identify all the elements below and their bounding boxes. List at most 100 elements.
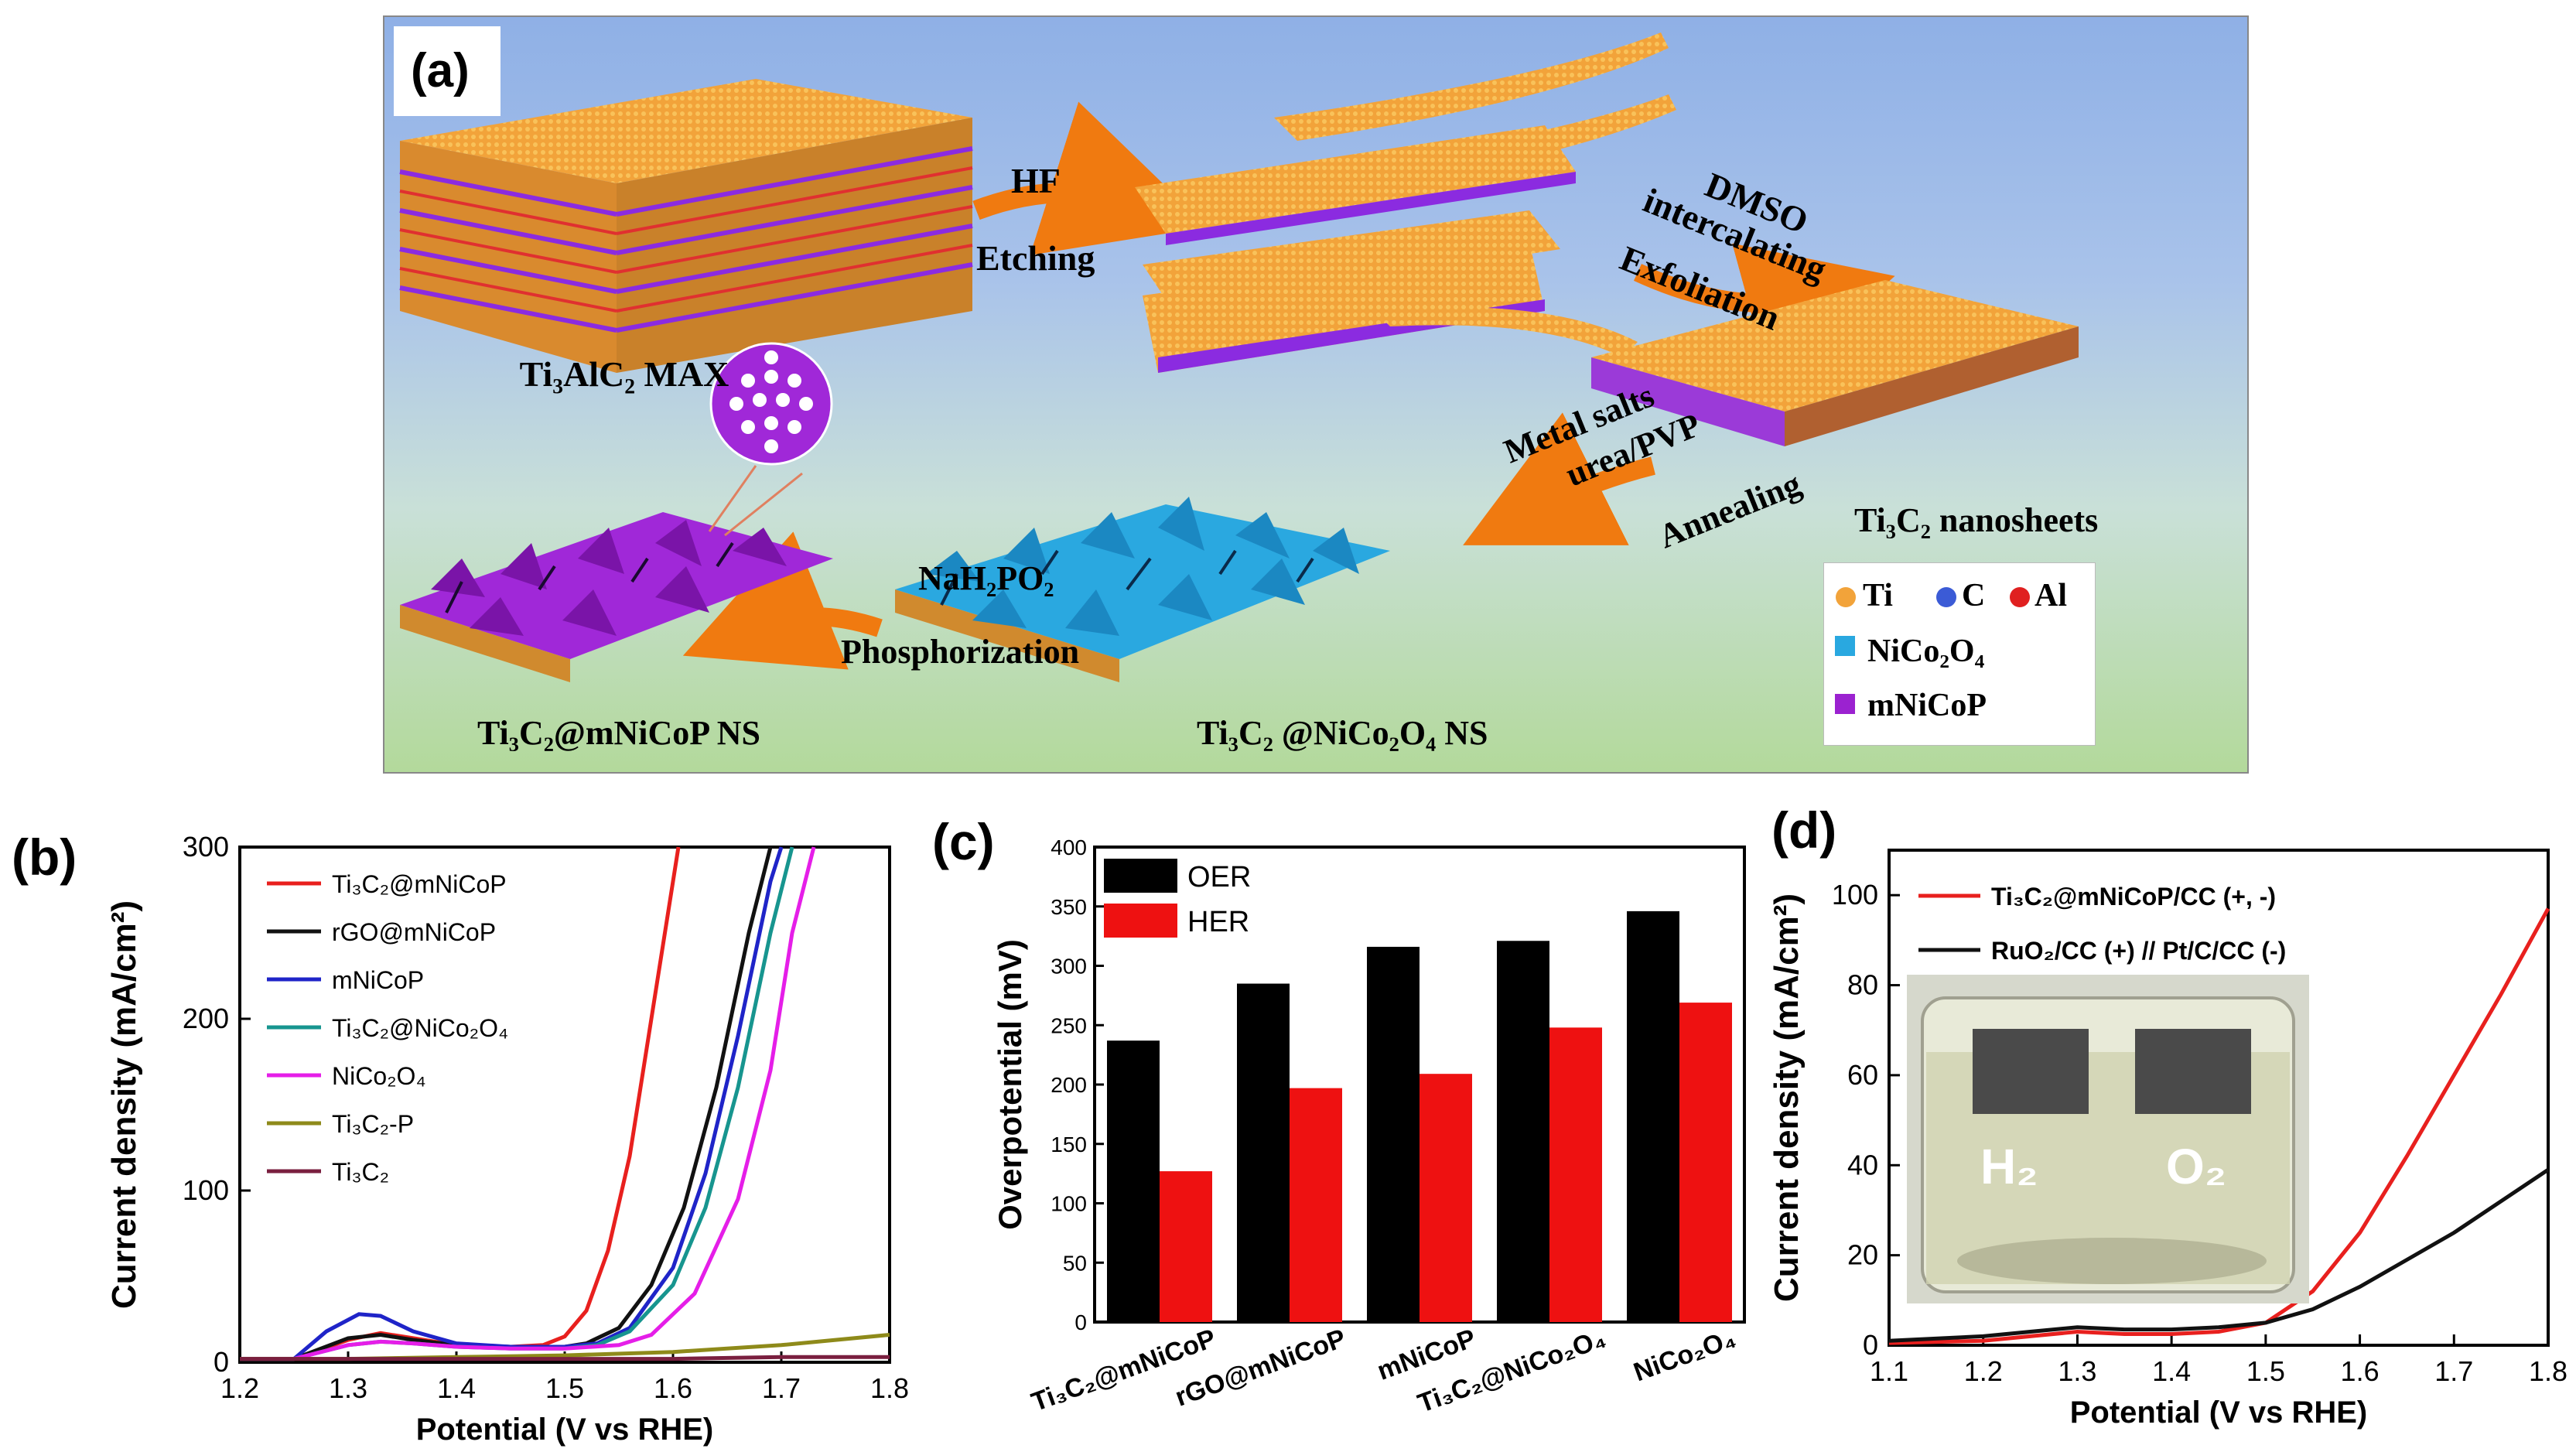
series-line xyxy=(240,846,773,1361)
legend-label: HER xyxy=(1187,906,1249,938)
panel-c-chart: 0 50 100 150 200 250 300 350 400 Overpotential (m… xyxy=(992,835,1746,1419)
legend-al-swatch xyxy=(2010,587,2030,607)
y-tick-label: 40 xyxy=(1847,1149,1878,1180)
bar xyxy=(1679,1003,1732,1322)
y-axis-title: Current density (mA/cm²) xyxy=(105,900,143,1309)
mnicop-ns-label: Ti₃C₂@mNiCoP NS xyxy=(477,714,760,752)
legend-al-label: Al xyxy=(2034,578,2067,613)
series-line xyxy=(240,846,794,1361)
beaker-bottom xyxy=(1957,1238,2267,1284)
x-tick-label: 1.3 xyxy=(2058,1355,2096,1387)
series-line xyxy=(1888,907,2550,1345)
x-tick-label: 1.3 xyxy=(329,1372,367,1404)
legend-label: RuO₂/CC (+) // Pt/C/CC (-) xyxy=(1991,937,2286,965)
panel-c-label: (c) xyxy=(932,813,995,870)
series-line xyxy=(240,846,816,1361)
etched-stack xyxy=(1135,32,1676,373)
y-tick-label: 100 xyxy=(1832,879,1878,910)
electrolysis-photo-inset: H₂ O₂ xyxy=(1907,975,2309,1303)
legend-swatches xyxy=(1835,587,2030,714)
phosphorization-arrow xyxy=(682,531,883,670)
y-tick-label: 20 xyxy=(1847,1239,1878,1271)
h2-electrode xyxy=(1973,1029,2089,1114)
y-tick-label: 0 xyxy=(1074,1310,1087,1334)
y-tick-label: 60 xyxy=(1847,1059,1878,1091)
bar xyxy=(1107,1040,1160,1322)
y-axis-title: Overpotential (mV) xyxy=(992,939,1028,1230)
bar xyxy=(1497,941,1549,1322)
y-tick-label: 350 xyxy=(1051,895,1087,919)
y-tick-label: 150 xyxy=(1051,1133,1087,1156)
legend-c-label: C xyxy=(1962,578,1986,613)
series-line xyxy=(1888,1168,2550,1343)
legend-nico2o4-swatch xyxy=(1835,636,1855,656)
legend-label: Ti₃C₂@mNiCoP/CC (+, -) xyxy=(1991,883,2276,910)
legend-label: rGO@mNiCoP xyxy=(332,918,496,946)
h2-label: H₂ xyxy=(1980,1139,2038,1194)
panel-a-label-box: (a) xyxy=(394,26,501,116)
legend-label: NiCo₂O₄ xyxy=(332,1062,426,1090)
y-tick-label: 100 xyxy=(1051,1192,1087,1216)
y-tick-label: 100 xyxy=(183,1174,229,1206)
nico2o4-ns-label: Ti₃C₂ @NiCo₂O₄ NS xyxy=(1197,714,1488,752)
nah2po2-label: NaH₂PO₂ xyxy=(918,559,1054,597)
panel-d-label: (d) xyxy=(1771,801,1837,859)
bar xyxy=(1237,983,1290,1322)
panel-b-label: (b) xyxy=(12,828,77,886)
legend-mnicop-swatch xyxy=(1835,694,1855,714)
legend-label: Ti₃C₂@mNiCoP xyxy=(332,870,507,898)
mnicop-nanosheet xyxy=(400,342,833,682)
y-tick-label: 50 xyxy=(1063,1251,1087,1275)
category-label: NiCo₂O₄ xyxy=(1630,1324,1740,1388)
bar xyxy=(1367,946,1420,1322)
o2-electrode xyxy=(2135,1029,2251,1114)
y-axis-title: Current density (mA/cm²) xyxy=(1768,893,1806,1302)
y-tick-label: 300 xyxy=(1051,955,1087,979)
legend-label: mNiCoP xyxy=(332,966,424,994)
nico2o4-nanosheet xyxy=(895,497,1390,682)
y-tick-label: 0 xyxy=(1863,1329,1878,1361)
bar xyxy=(1549,1027,1602,1322)
x-tick-label: 1.2 xyxy=(1964,1355,2003,1387)
x-tick-label: 1.1 xyxy=(1870,1355,1908,1387)
x-tick-label: 1.8 xyxy=(2529,1355,2567,1387)
x-tick-label: 1.5 xyxy=(545,1372,584,1404)
legend-swatch xyxy=(1104,904,1177,938)
exfoliation-arrow xyxy=(1633,243,1895,387)
y-tick-label: 250 xyxy=(1051,1013,1087,1037)
x-tick-label: 1.4 xyxy=(2152,1355,2191,1387)
annealing-arrow xyxy=(1463,412,1655,545)
x-axis-title: Potential (V vs RHE) xyxy=(416,1413,714,1447)
panel-b-chart: 1.2 1.3 1.4 1.5 1.6 1.7 1.8 0 100 200 300 Potential… xyxy=(105,831,909,1447)
bar xyxy=(1160,1171,1212,1322)
phosphorization-label: Phosphorization xyxy=(841,633,1080,671)
panel-a-label: (a) xyxy=(411,44,470,97)
y-tick-label: 0 xyxy=(214,1346,229,1378)
x-tick-label: 1.5 xyxy=(2246,1355,2285,1387)
mesopore-zoom-circle xyxy=(709,342,833,466)
hf-arrow xyxy=(972,101,1208,255)
nanosheet-label: Ti₃C₂ nanosheets xyxy=(1854,501,2099,539)
x-tick-label: 1.2 xyxy=(220,1372,259,1404)
etching-label: Etching xyxy=(976,238,1095,278)
legend-label: Ti₃C₂-P xyxy=(332,1110,414,1138)
y-tick-label: 300 xyxy=(183,831,229,863)
hf-label: HF xyxy=(1011,161,1061,200)
legend-ti-label: Ti xyxy=(1863,578,1893,613)
legend-label: Ti₃C₂@NiCo₂O₄ xyxy=(332,1014,508,1042)
bar xyxy=(1420,1074,1472,1322)
x-tick-label: 1.4 xyxy=(437,1372,476,1404)
max-phase-stack xyxy=(399,79,973,373)
composition-legend: Ti C Al NiCo₂O₄ mNiCoP xyxy=(1823,562,2096,746)
schematic-panel: (a) HF Etching DMSO intercalating Exfoli… xyxy=(383,15,2249,774)
y-tick-label: 200 xyxy=(183,1003,229,1034)
series-line xyxy=(240,1355,890,1361)
x-tick-label: 1.8 xyxy=(870,1372,909,1404)
max-phase-label: Ti₃AlC₂ MAX xyxy=(519,354,729,394)
schematic-illustration xyxy=(399,32,2079,682)
bar xyxy=(1290,1088,1342,1322)
legend-ti-swatch xyxy=(1836,587,1856,607)
legend-label: OER xyxy=(1187,861,1251,893)
panel-d-chart: 1.1 1.2 1.3 1.4 1.5 1.6 1.7 1.8 0 20 40 60 80 100 Pote… xyxy=(1768,849,2567,1430)
x-tick-label: 1.6 xyxy=(2341,1355,2380,1387)
